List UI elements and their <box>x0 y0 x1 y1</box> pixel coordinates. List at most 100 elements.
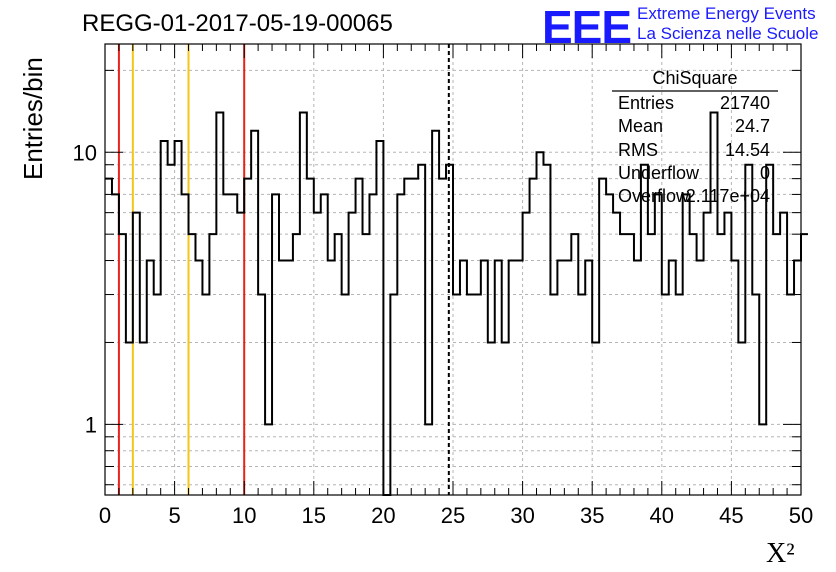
histogram-bin <box>265 424 272 495</box>
histogram-bin <box>655 194 662 495</box>
histogram-bin <box>641 165 648 495</box>
x-tick-label: 40 <box>650 503 674 528</box>
histogram-series <box>105 111 808 496</box>
y-tick-label: 10 <box>73 140 97 165</box>
histogram-bin <box>488 342 495 495</box>
histogram-bin <box>460 261 467 495</box>
histogram-bin <box>717 234 724 495</box>
stats-value-underflow: 0 <box>759 163 770 183</box>
histogram-bin <box>697 261 704 495</box>
logo-subtitle-line2: La Scienza nelle Scuole <box>637 24 819 43</box>
histogram-bin <box>676 295 683 495</box>
histogram-bin <box>147 261 154 495</box>
histogram-bin <box>209 234 216 495</box>
histogram-line <box>105 111 808 496</box>
x-tick-label: 10 <box>232 503 256 528</box>
histogram-bin <box>773 234 780 495</box>
histogram-bin <box>369 194 376 495</box>
histogram-bin <box>599 179 606 495</box>
histogram-bin <box>279 261 286 495</box>
histogram-bin <box>140 342 147 495</box>
histogram-bin <box>126 342 133 495</box>
histogram-bin <box>787 295 794 495</box>
histogram-bin <box>105 179 112 495</box>
histogram-bin <box>230 194 237 495</box>
histogram-bin <box>404 179 411 495</box>
histogram-bin <box>314 213 321 495</box>
stats-value-rms: 14.54 <box>724 140 770 160</box>
histogram-bin <box>613 213 620 495</box>
histogram-bin <box>411 179 418 495</box>
histogram-bin <box>195 261 202 495</box>
stats-label-underflow: Underflow <box>618 163 700 183</box>
histogram-bin <box>766 165 773 495</box>
histogram-bin <box>425 424 432 495</box>
histogram-bin <box>168 165 175 495</box>
histogram-bin <box>216 113 223 495</box>
histogram-bin <box>502 342 509 495</box>
histogram-bin <box>161 141 168 495</box>
histogram-bin <box>376 141 383 495</box>
histogram-bin <box>439 179 446 495</box>
chart-title: REGG-01-2017-05-19-00065 <box>82 10 393 37</box>
histogram-bin <box>154 295 161 495</box>
histogram-bin <box>237 213 244 495</box>
histogram-bin <box>175 141 182 495</box>
histogram-bin <box>648 234 655 495</box>
histogram-bin <box>752 295 759 495</box>
histogram-bin <box>724 213 731 495</box>
stats-value-entries: 21740 <box>719 93 770 113</box>
y-tick-label: 1 <box>85 412 97 437</box>
histogram-bin <box>300 113 307 495</box>
histogram-bin <box>759 424 766 495</box>
histogram-bin <box>328 261 335 495</box>
x-tick-label: 15 <box>302 503 326 528</box>
stats-value-mean: 24.7 <box>734 116 770 136</box>
histogram-bin <box>189 234 196 495</box>
histogram-bin <box>397 194 404 495</box>
histogram-bin <box>627 234 634 495</box>
histogram-bin <box>557 261 564 495</box>
histogram-bin <box>523 213 530 495</box>
histogram-bin <box>731 261 738 495</box>
histogram-bin <box>669 261 676 495</box>
histogram-bin <box>244 179 251 495</box>
histogram-bin <box>363 234 370 495</box>
axis-ticks: 0 5 10 15 20 25 30 35 40 45 50 1 10 <box>73 44 813 528</box>
histogram-bin <box>321 194 328 495</box>
histogram-bin <box>543 165 550 495</box>
histogram-bin <box>474 295 481 495</box>
histogram-bin <box>133 213 140 495</box>
x-tick-label: 45 <box>719 503 743 528</box>
histogram-bin <box>286 261 293 495</box>
histogram-bin <box>606 194 613 495</box>
histogram-bin <box>418 165 425 495</box>
histogram-bin <box>481 261 488 495</box>
histogram-bin <box>509 261 516 495</box>
histogram-bin <box>704 213 711 495</box>
x-tick-label: 30 <box>510 503 534 528</box>
histogram-bin <box>711 113 718 495</box>
histogram-bin <box>745 165 752 495</box>
histogram-bin <box>794 261 801 495</box>
histogram-bin <box>578 295 585 495</box>
stats-title: ChiSquare <box>652 68 738 88</box>
stats-label-mean: Mean <box>618 116 664 136</box>
histogram-bin <box>571 234 578 495</box>
histogram-bin <box>307 179 314 495</box>
histogram-bin <box>335 234 342 495</box>
histogram-bin <box>258 295 265 495</box>
histogram-bin <box>495 261 502 495</box>
histogram-bin <box>182 194 189 495</box>
histogram-bin <box>349 213 356 495</box>
histogram-bin <box>620 234 627 495</box>
x-tick-label: 50 <box>789 503 813 528</box>
x-tick-label: 0 <box>99 503 111 528</box>
histogram-bin <box>564 261 571 495</box>
histogram-bin <box>432 131 439 495</box>
histogram-bin <box>467 295 474 495</box>
histogram-bin <box>550 295 557 495</box>
histogram-bin <box>251 131 258 495</box>
stats-value-overflow: 2.117e+04 <box>685 186 770 206</box>
